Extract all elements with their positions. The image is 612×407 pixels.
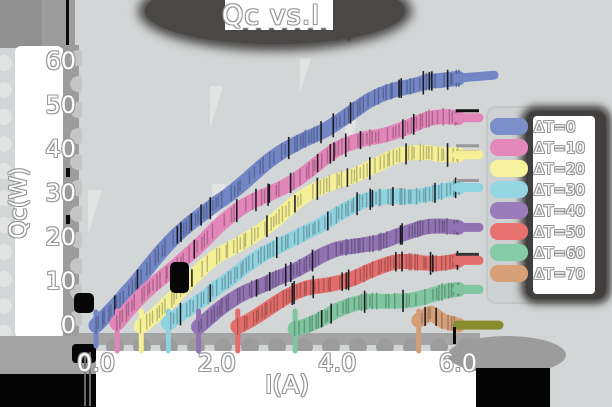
legend-item-label: ΔT=70 (534, 265, 586, 283)
ink-line-top (66, 0, 69, 46)
y-tick-label: 40 (45, 135, 76, 163)
legend-swatch (490, 160, 528, 177)
legend-item: ΔT=30 (486, 181, 610, 199)
chart-title: Qc vs.I (222, 0, 321, 31)
curve-ΔT=40 (191, 218, 484, 354)
y-axis-ink-tick (66, 215, 70, 224)
legend-item: ΔT=70 (486, 265, 610, 283)
title-sticker (225, 0, 333, 30)
legend-item-label: ΔT=20 (534, 160, 586, 178)
legend-item: ΔT=50 (486, 223, 610, 241)
y-tick-label: 10 (45, 267, 76, 295)
x-tick-label: 4.0 (318, 349, 357, 377)
curve-ΔT=0 (88, 69, 499, 349)
ink-scratch (84, 352, 86, 406)
legend-sticker (533, 116, 595, 294)
y-tick-label: 30 (45, 179, 76, 207)
legend-item-label: ΔT=0 (534, 118, 576, 136)
x-tick-label: 6.0 (438, 349, 478, 377)
y-tick-label: 60 (45, 47, 76, 75)
ink-smudge (170, 262, 189, 293)
title-ink-smudge (243, 28, 351, 41)
ink-scratch (89, 352, 91, 406)
legend-swatch (490, 181, 528, 198)
y-tick-label: 50 (45, 91, 76, 119)
legend-swatch (490, 244, 528, 261)
y-axis-label-sticker (15, 46, 63, 338)
legend-swatch (490, 223, 528, 240)
curve-ΔT=50 (230, 250, 484, 354)
legend-item-label: ΔT=30 (534, 181, 586, 199)
y-tick-label: 0 (60, 311, 76, 339)
legend-item-label: ΔT=60 (534, 244, 586, 262)
legend-item: ΔT=20 (486, 160, 610, 178)
ink-smudge (453, 327, 456, 344)
shadow-bottom-right (448, 336, 566, 374)
x-axis-label-sticker (95, 351, 477, 407)
x-axis-label: I(A) (265, 370, 309, 399)
legend: ΔT=0 ΔT=10 ΔT=20 ΔT=30 ΔT=40 ΔT=50 ΔT=60 ΔT=70 (486, 106, 610, 304)
left-edge-scallops (0, 50, 12, 350)
legend-item: ΔT=10 (486, 139, 610, 157)
legend-swatch (490, 202, 528, 219)
legend-item-label: ΔT=40 (534, 202, 586, 220)
curve-ΔT=70 (411, 305, 504, 354)
legend-item-label: ΔT=50 (534, 223, 586, 241)
legend-swatch (490, 139, 528, 156)
x-tick-label: 0.0 (76, 349, 116, 377)
ink-smudge (74, 293, 94, 313)
y-axis-spine-scallops (70, 45, 82, 342)
x-tick-label: 2.0 (197, 349, 236, 377)
legend-item: ΔT=40 (486, 202, 610, 220)
corner-shadow-top-left-light (42, 0, 75, 48)
legend-swatch (490, 265, 528, 282)
legend-swatch (490, 118, 528, 135)
y-axis-ink-tick (66, 168, 70, 177)
y-axis-label: Qc(W) (6, 167, 32, 239)
legend-item-label: ΔT=10 (534, 139, 586, 157)
ink-blot-bottom-left (0, 374, 96, 407)
legend-item: ΔT=60 (486, 244, 610, 262)
curve-ΔT=60 (287, 281, 484, 354)
y-tick-label: 20 (45, 223, 76, 251)
ink-blot-bottom-right (476, 368, 550, 407)
curve-ΔT=30 (160, 177, 484, 354)
legend-item: ΔT=0 (486, 118, 610, 136)
